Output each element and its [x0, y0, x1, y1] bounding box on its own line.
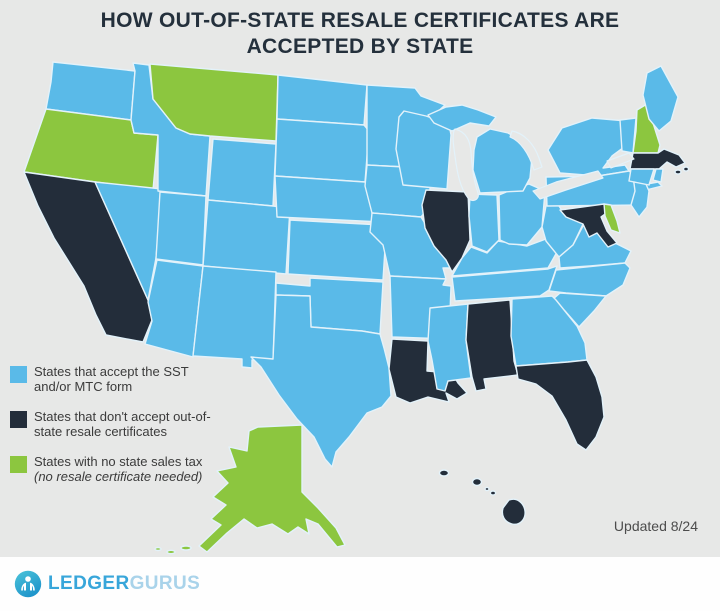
state-hi-island: [471, 477, 483, 487]
legend-accept-line1: States that accept the SST: [34, 364, 189, 379]
state-ak-aleutian: [180, 545, 192, 551]
state-me: [642, 65, 679, 132]
page-title: HOW OUT-OF-STATE RESALE CERTIFICATES ARE…: [0, 8, 720, 60]
footer: LEDGERGURUS: [0, 557, 720, 611]
state-hi-big-island: [501, 498, 526, 526]
state-hi-island: [484, 486, 490, 492]
state-ms: [427, 303, 472, 392]
legend-no-tax-line1: States with no state sales tax: [34, 454, 203, 469]
state-ny: [547, 117, 632, 177]
state-hi-island: [438, 469, 450, 477]
ledgergurus-logo-icon: [14, 570, 42, 598]
logo-text-gurus: GURUS: [129, 573, 201, 594]
updated-date: Updated 8/24: [613, 518, 698, 534]
lake-ontario: [606, 152, 635, 169]
legend-deny-line1: States that don't accept out-of-: [34, 409, 211, 424]
legend-swatch-deny: [10, 411, 27, 428]
legend-swatch-no-tax: [10, 456, 27, 473]
legend-deny-line2: state resale certificates: [34, 424, 167, 439]
legend-no-tax-line2: (no resale certificate needed): [34, 469, 203, 484]
legend-item-no-tax: States with no state sales tax (no resal…: [10, 454, 240, 484]
state-nm: [192, 265, 277, 369]
state-wi: [395, 110, 452, 190]
us-map-svg: [23, 61, 690, 555]
state-ks: [287, 219, 387, 281]
title-line-1: HOW OUT-OF-STATE RESALE CERTIFICATES ARE: [100, 9, 620, 32]
state-de: [603, 203, 621, 234]
state-in: [468, 193, 500, 253]
lake-huron: [509, 130, 543, 171]
state-hi-island: [489, 490, 497, 496]
title-line-2: ACCEPTED BY STATE: [246, 35, 474, 58]
legend-swatch-accept: [10, 366, 27, 383]
state-nc: [548, 262, 631, 297]
state-ak: [198, 424, 346, 553]
state-mi-lower: [472, 128, 533, 194]
legend-item-deny: States that don't accept out-of- state r…: [10, 409, 240, 439]
lake-michigan: [452, 128, 479, 202]
state-ak-aleutian: [154, 546, 162, 552]
ledgergurus-logo: LEDGERGURUS: [14, 570, 200, 598]
state-co: [202, 199, 291, 275]
state-al: [465, 299, 519, 392]
us-map: [23, 61, 690, 555]
state-fl: [515, 359, 605, 451]
state-tx: [250, 294, 392, 468]
state-ct: [628, 168, 655, 186]
state-nd: [276, 74, 368, 126]
legend-accept-line2: and/or MTC form: [34, 379, 133, 394]
state-ga: [510, 295, 588, 367]
state-ma-island: [682, 166, 690, 172]
state-ut: [155, 191, 207, 266]
logo-text-ledger: LEDGER: [48, 573, 130, 594]
state-sd: [274, 118, 370, 183]
state-ri: [652, 168, 664, 183]
legend: States that accept the SST and/or MTC fo…: [10, 364, 240, 499]
state-la: [388, 338, 468, 404]
state-ak-aleutian: [166, 549, 176, 555]
lake-erie: [532, 170, 604, 200]
legend-item-accept: States that accept the SST and/or MTC fo…: [10, 364, 240, 394]
state-wy: [207, 138, 277, 207]
state-ma-island: [674, 169, 682, 175]
state-va: [558, 223, 632, 269]
state-mi-upper: [427, 104, 497, 132]
